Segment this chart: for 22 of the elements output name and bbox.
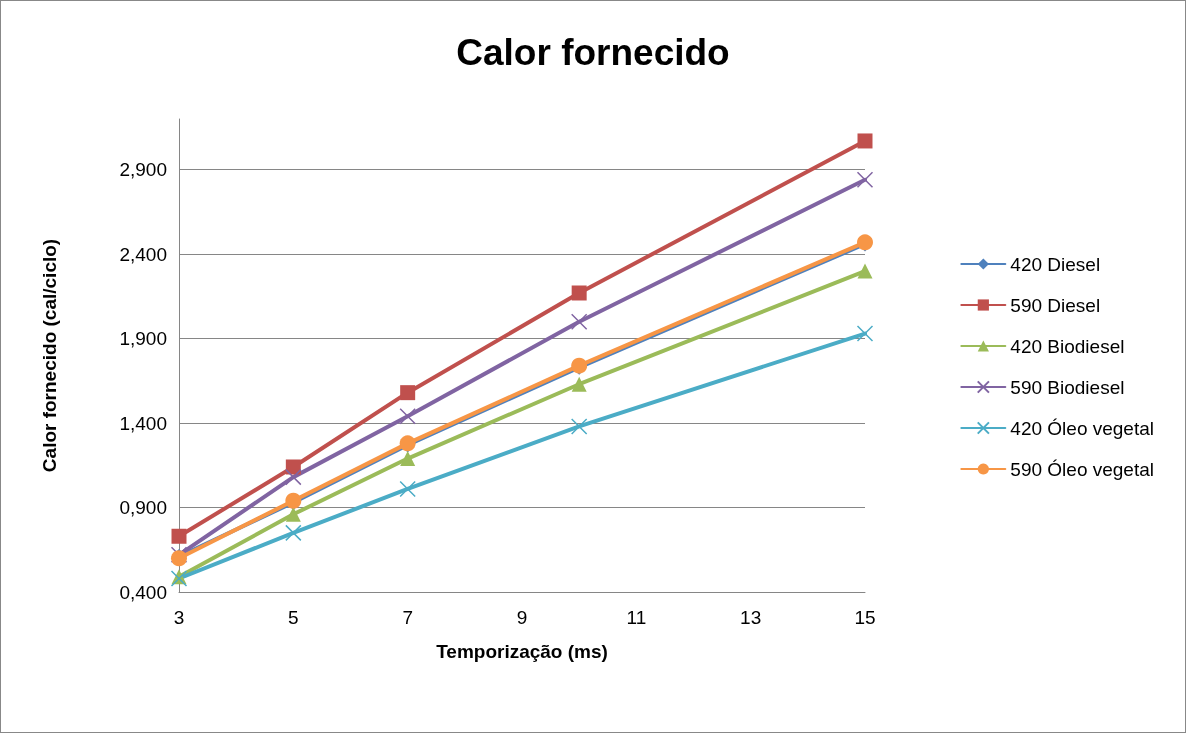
x-tick-label: 9 xyxy=(516,607,528,628)
y-tick-label: 1,900 xyxy=(119,328,167,350)
y-tick-label: 1,400 xyxy=(119,412,167,434)
x-tick-label: 5 xyxy=(288,607,299,628)
x-tick-label: 13 xyxy=(740,607,762,628)
y-tick-label: 2,900 xyxy=(119,159,167,181)
legend-label: 420 Óleo vegetal xyxy=(1010,417,1155,439)
y-tick-label: 0,900 xyxy=(119,497,167,519)
x-tick-label: 7 xyxy=(402,607,413,628)
y-axis-title: Calor fornecido (cal/ciclo) xyxy=(39,238,60,473)
legend-label: 420 Diesel xyxy=(1010,253,1101,275)
y-tick-label: 0,400 xyxy=(119,581,167,603)
legend-label: 420 Biodiesel xyxy=(1010,335,1125,357)
legend-label: 590 Biodiesel xyxy=(1010,376,1125,398)
x-tick-label: 3 xyxy=(173,607,185,628)
legend-label: 590 Diesel xyxy=(1010,294,1101,316)
x-axis-title: Temporização (ms) xyxy=(436,641,608,662)
chart-title: Calor fornecido xyxy=(456,32,730,73)
x-tick-label: 11 xyxy=(626,607,647,628)
y-tick-label: 2,400 xyxy=(119,243,167,265)
x-tick-label: 15 xyxy=(854,607,876,628)
legend-label: 590 Óleo vegetal xyxy=(1010,458,1155,480)
